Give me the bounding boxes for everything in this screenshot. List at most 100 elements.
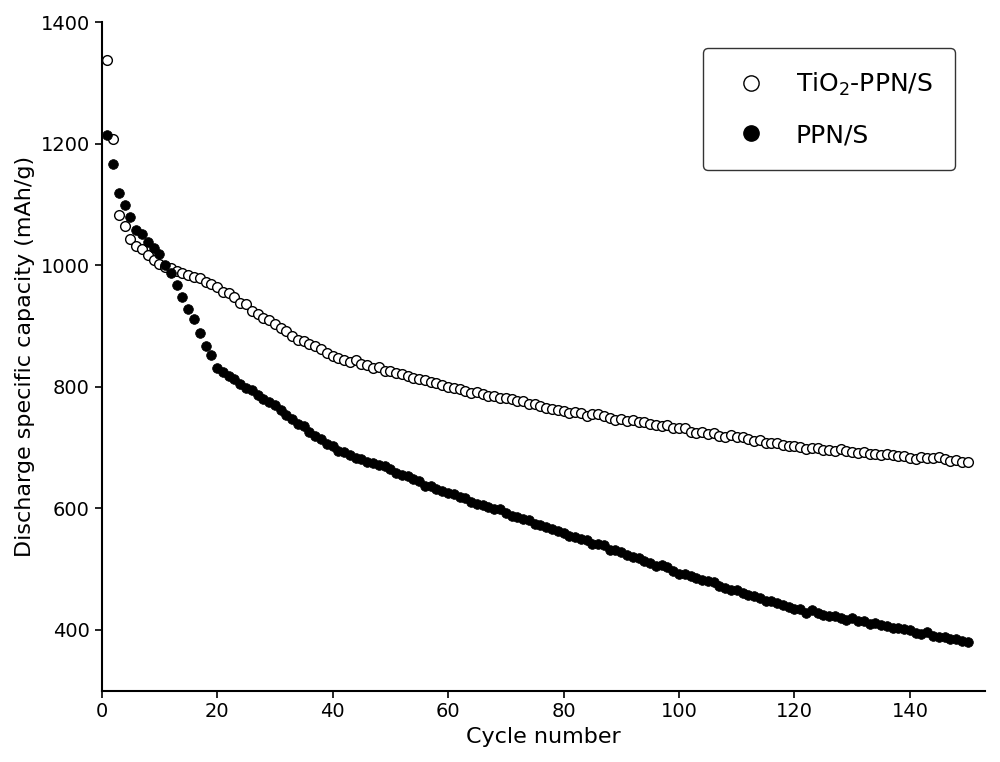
Point xyxy=(232,378,248,390)
Point xyxy=(908,453,924,465)
Point xyxy=(428,377,444,389)
Point xyxy=(948,633,964,645)
X-axis label: Cycle number: Cycle number xyxy=(466,727,621,747)
Point xyxy=(607,414,623,426)
Point xyxy=(140,236,156,248)
Point xyxy=(122,232,138,245)
Point xyxy=(648,560,664,572)
Point xyxy=(99,54,115,66)
Point xyxy=(452,383,468,395)
Point xyxy=(492,503,508,515)
Point xyxy=(353,453,369,465)
Point xyxy=(752,591,768,604)
Point xyxy=(792,604,808,616)
Point xyxy=(377,365,393,377)
Point xyxy=(209,363,225,375)
Point xyxy=(382,365,398,377)
Point xyxy=(827,445,843,457)
Point xyxy=(105,158,121,170)
Point xyxy=(867,448,883,460)
Point xyxy=(740,588,756,600)
Point xyxy=(313,343,329,355)
Point xyxy=(169,279,185,291)
Point xyxy=(659,561,675,573)
Point xyxy=(504,393,520,405)
Point xyxy=(244,384,260,396)
Point xyxy=(290,334,306,346)
Point xyxy=(486,503,502,515)
Point xyxy=(140,249,156,261)
Point xyxy=(885,623,901,635)
Point xyxy=(948,453,964,466)
Point xyxy=(919,452,935,464)
Point xyxy=(579,410,595,422)
Point xyxy=(683,426,699,438)
Point xyxy=(862,448,878,460)
Point xyxy=(105,133,121,145)
Point xyxy=(215,366,231,378)
Point xyxy=(203,277,219,290)
Point xyxy=(475,499,491,511)
Point xyxy=(821,444,837,456)
Point xyxy=(336,354,352,367)
Point xyxy=(942,632,958,645)
Point xyxy=(336,446,352,458)
Point xyxy=(117,200,133,212)
Point xyxy=(584,408,600,420)
Point xyxy=(394,368,410,380)
Point xyxy=(735,588,751,600)
Point xyxy=(833,443,849,456)
Point xyxy=(821,610,837,622)
Point xyxy=(659,419,675,431)
Point xyxy=(723,584,739,596)
Point xyxy=(111,210,127,222)
Point xyxy=(348,354,364,367)
Point xyxy=(671,568,687,580)
Y-axis label: Discharge specific capacity (mAh/g): Discharge specific capacity (mAh/g) xyxy=(15,156,35,557)
Point xyxy=(480,390,496,402)
Point xyxy=(192,327,208,339)
Point xyxy=(688,427,704,439)
Point xyxy=(913,451,929,463)
Point xyxy=(232,296,248,309)
Point xyxy=(567,531,583,543)
Point xyxy=(665,565,681,577)
Point xyxy=(532,519,548,531)
Point xyxy=(723,429,739,441)
Point xyxy=(492,392,508,404)
Point xyxy=(255,312,271,324)
Point xyxy=(769,597,785,609)
Point xyxy=(498,392,514,405)
Point xyxy=(636,555,652,567)
Point xyxy=(706,576,722,588)
Point xyxy=(602,544,618,556)
Point xyxy=(613,413,629,425)
Point xyxy=(700,428,716,440)
Point xyxy=(509,395,525,407)
Point xyxy=(388,467,404,479)
Point xyxy=(221,287,237,299)
Point xyxy=(99,129,115,141)
Point xyxy=(556,405,572,417)
Point xyxy=(579,534,595,546)
Point xyxy=(960,636,976,648)
Point xyxy=(486,389,502,402)
Point xyxy=(203,350,219,362)
Point xyxy=(446,382,462,394)
Point xyxy=(902,623,918,636)
Point xyxy=(798,443,814,455)
Point xyxy=(890,622,906,634)
Point xyxy=(844,612,860,624)
Point xyxy=(867,616,883,629)
Point xyxy=(417,479,433,491)
Point xyxy=(365,362,381,374)
Point xyxy=(631,416,647,428)
Point xyxy=(781,601,797,613)
Point xyxy=(457,492,473,504)
Point xyxy=(319,347,335,360)
Point xyxy=(804,442,820,454)
Point xyxy=(931,451,947,463)
Point xyxy=(538,520,554,533)
Point xyxy=(879,620,895,632)
Point xyxy=(746,435,762,447)
